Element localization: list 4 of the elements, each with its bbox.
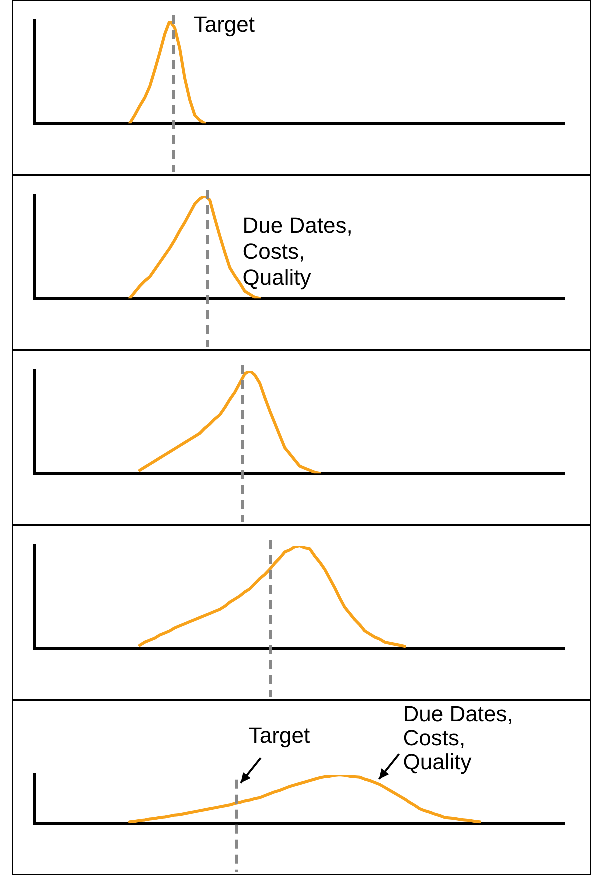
annotation: Due Dates, Costs, Quality [242,213,353,290]
text: Target [248,723,310,748]
text: Due Dates, Costs, Quality [403,701,514,774]
annotation: Target [194,12,256,38]
